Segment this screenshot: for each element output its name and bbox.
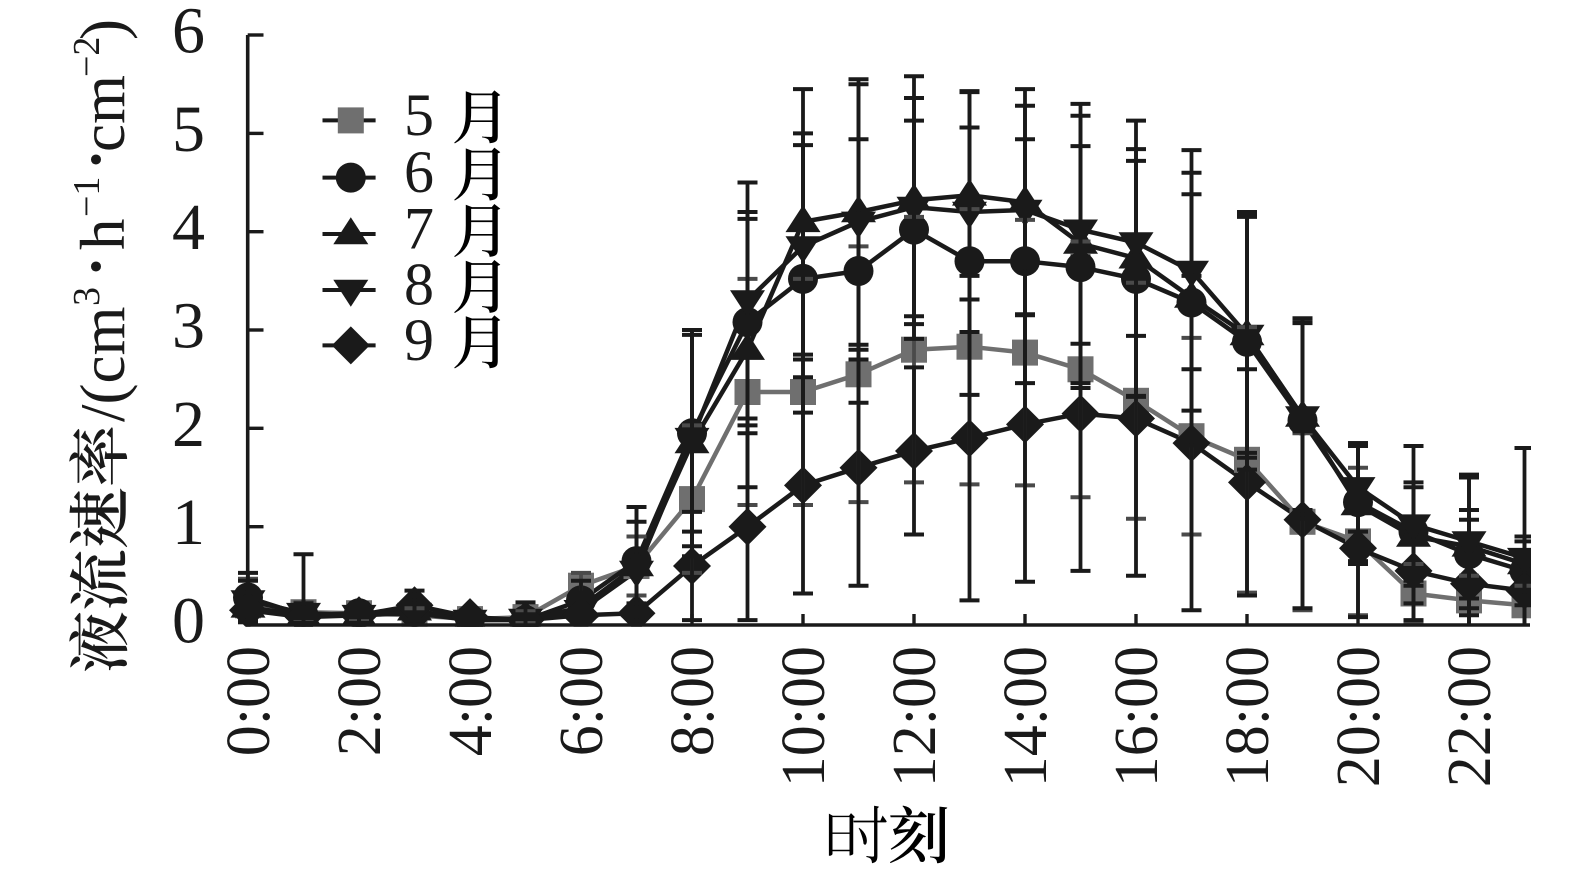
- svg-text:8: 8: [404, 252, 434, 318]
- svg-text:·: ·: [49, 252, 143, 280]
- svg-text:2:00: 2:00: [326, 646, 394, 756]
- svg-text:9: 9: [404, 307, 434, 373]
- svg-text:18:00: 18:00: [1214, 646, 1282, 787]
- svg-text:7: 7: [404, 196, 434, 262]
- svg-text:·: ·: [49, 145, 143, 173]
- svg-text:22:00: 22:00: [1436, 646, 1504, 787]
- svg-text:10:00: 10:00: [770, 646, 838, 787]
- svg-text:6: 6: [172, 0, 205, 68]
- svg-text:4: 4: [172, 191, 205, 264]
- svg-text:5: 5: [404, 82, 434, 148]
- svg-text:): ): [68, 19, 138, 40]
- svg-text:1: 1: [172, 486, 205, 559]
- svg-text:20:00: 20:00: [1325, 646, 1393, 787]
- svg-text:/(cm: /(cm: [68, 307, 138, 422]
- svg-text:5: 5: [172, 93, 205, 166]
- svg-text:3: 3: [172, 290, 205, 363]
- svg-text:3: 3: [66, 287, 108, 306]
- svg-text:−2: −2: [66, 37, 108, 77]
- svg-text:−1: −1: [66, 177, 108, 217]
- svg-text:16:00: 16:00: [1103, 646, 1171, 787]
- svg-text:12:00: 12:00: [881, 646, 949, 787]
- svg-text:6:00: 6:00: [548, 646, 616, 756]
- svg-text:cm: cm: [68, 75, 138, 152]
- svg-text:8:00: 8:00: [659, 646, 727, 756]
- svg-text:6: 6: [404, 139, 434, 205]
- svg-text:0:00: 0:00: [215, 646, 283, 756]
- svg-text:0: 0: [172, 585, 205, 658]
- svg-text:2: 2: [172, 388, 205, 461]
- svg-text:14:00: 14:00: [992, 646, 1060, 787]
- svg-text:4:00: 4:00: [437, 646, 505, 756]
- svg-text:h: h: [68, 219, 138, 251]
